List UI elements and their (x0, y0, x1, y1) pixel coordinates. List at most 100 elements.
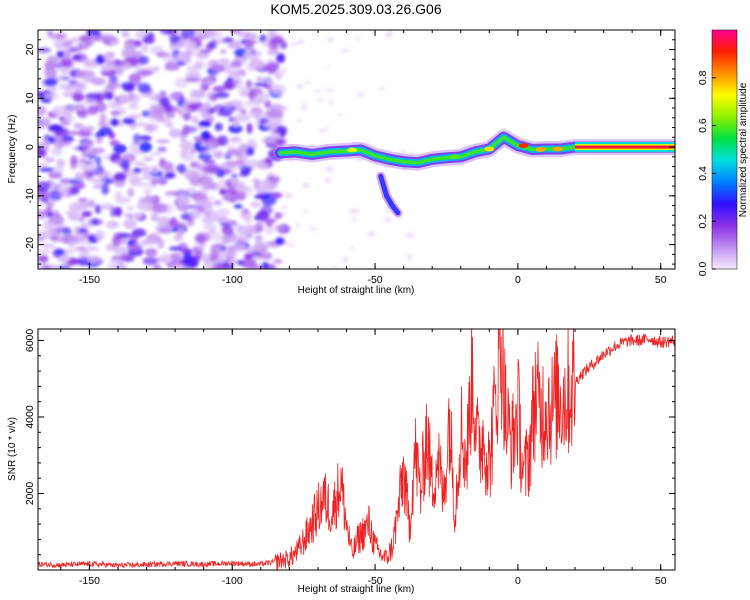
noise-blob (183, 40, 197, 49)
spectrogram-y-tick-label: 0 (24, 144, 36, 150)
noise-blob (162, 116, 173, 127)
noise-blob (305, 80, 309, 85)
noise-blob (249, 58, 265, 69)
noise-blob (213, 150, 224, 159)
noise-blob (182, 124, 191, 136)
noise-blob (76, 231, 85, 238)
noise-blob (221, 234, 231, 245)
spectrogram-ridge-layer (272, 129, 675, 218)
noise-blob (352, 215, 356, 221)
noise-blob (233, 204, 243, 209)
colorbar-tick-label: 0.6 (697, 118, 709, 133)
noise-blob (78, 248, 90, 260)
snr-frame (37, 328, 676, 571)
noise-blob (63, 234, 79, 242)
noise-blob (78, 215, 86, 223)
noise-blob (92, 179, 105, 184)
noise-blob (258, 118, 270, 124)
noise-blob (357, 92, 365, 98)
noise-blob (282, 204, 287, 210)
noise-blob (38, 105, 47, 116)
noise-blob (126, 205, 135, 211)
noise-blob (355, 37, 360, 41)
noise-blob (120, 236, 128, 245)
noise-blob (40, 140, 50, 150)
noise-blob (245, 146, 255, 156)
noise-blob (127, 187, 135, 197)
noise-blob (243, 253, 254, 260)
noise-blob (262, 139, 277, 144)
noise-blob (407, 254, 413, 260)
noise-blob (75, 44, 83, 53)
snr-y-label: SNR (10 * v/v) (7, 417, 18, 481)
noise-blob (82, 165, 89, 172)
noise-blob (230, 177, 238, 186)
noise-blob (138, 55, 150, 65)
noise-blob (220, 49, 227, 54)
noise-blob (56, 140, 65, 149)
noise-blob (128, 73, 142, 82)
noise-blob (136, 202, 147, 210)
chart-title: KOM5.2025.309.03.26.G06 (270, 1, 441, 17)
noise-blob (114, 206, 123, 217)
noise-blob (114, 246, 128, 255)
noise-blob (229, 234, 243, 245)
noise-blob (106, 81, 121, 90)
noise-blob (61, 186, 68, 198)
noise-blob (150, 177, 159, 185)
noise-blob (60, 57, 75, 68)
noise-blob (82, 202, 90, 209)
noise-blob (244, 159, 261, 168)
noise-blob (254, 235, 264, 241)
noise-blob (245, 216, 252, 225)
noise-blob (133, 161, 145, 166)
noise-blob (39, 190, 50, 199)
noise-blob (273, 224, 285, 231)
noise-blob (110, 110, 121, 116)
noise-blob (296, 84, 303, 90)
noise-blob (45, 201, 55, 208)
noise-blob (189, 89, 206, 99)
noise-blob (79, 35, 92, 42)
noise-blob (179, 140, 194, 151)
noise-blob (68, 202, 81, 213)
noise-blob (203, 252, 210, 261)
noise-blob (141, 165, 151, 176)
noise-blob (264, 157, 273, 165)
noise-blob (216, 208, 230, 217)
noise-blob (121, 30, 130, 38)
noise-blob (49, 166, 64, 174)
noise-blob (191, 115, 199, 125)
noise-blob (196, 200, 206, 206)
noise-blob (39, 167, 55, 172)
noise-blob (71, 181, 86, 188)
noise-blob (132, 122, 148, 127)
noise-blob (41, 244, 56, 248)
noise-blob (280, 212, 288, 215)
noise-blob (92, 184, 104, 189)
snr-x-axis: -150 -100 -50 0 50 (60, 329, 667, 587)
noise-blob (303, 208, 308, 213)
noise-blob (235, 113, 251, 123)
noise-blob (216, 218, 232, 224)
noise-blob (245, 247, 253, 254)
noise-blob (87, 165, 97, 171)
noise-blob (219, 188, 227, 196)
noise-blob (59, 82, 68, 91)
noise-blob (123, 43, 138, 50)
noise-blob (151, 165, 158, 174)
noise-blob (75, 246, 88, 251)
spectrogram-x-tick-label: -50 (367, 274, 382, 286)
noise-blob (43, 77, 58, 87)
noise-blob (131, 212, 143, 219)
noise-blob (101, 184, 109, 195)
noise-blob (340, 49, 350, 52)
noise-blob (279, 40, 288, 50)
noise-blob (215, 38, 226, 45)
noise-blob (205, 78, 215, 86)
noise-blob (223, 101, 235, 108)
ridge-hotspot (552, 146, 563, 152)
noise-blob (69, 209, 81, 217)
noise-blob (265, 63, 277, 70)
